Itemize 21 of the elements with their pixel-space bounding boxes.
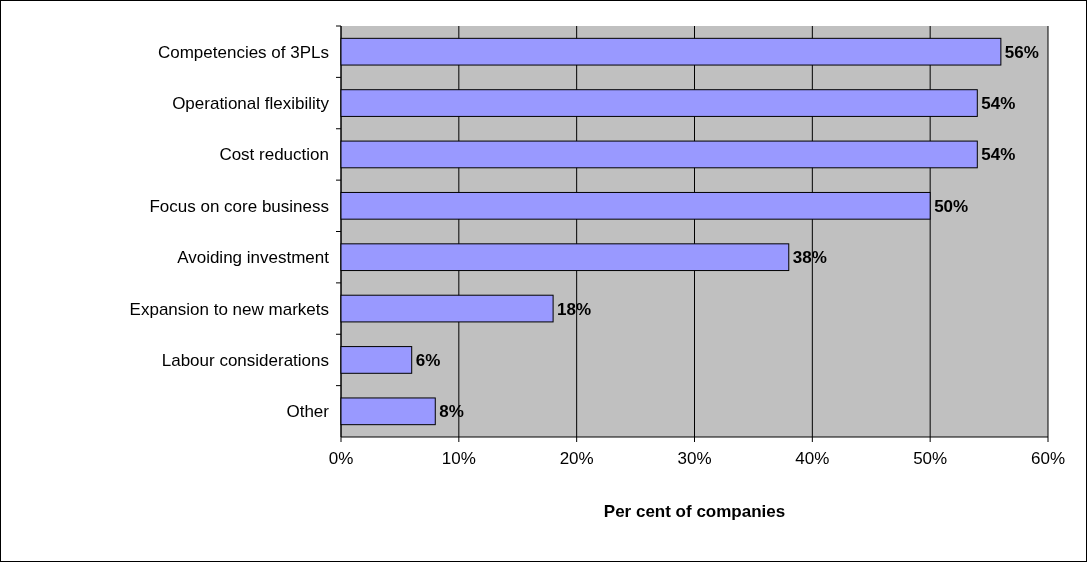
y-tick-label: Other [286,402,330,422]
x-axis-title: Per cent of companies [603,502,786,521]
x-tick-label: 10% [441,449,476,468]
y-tick-label: Labour considerations [161,350,329,370]
y-tick-label: Operational flexibility [172,94,330,114]
x-tick-label: 40% [795,449,830,468]
y-tick-label: Avoiding investment [177,248,330,268]
x-tick-label: 50% [913,449,948,468]
x-tick-label: 30% [677,449,712,468]
y-tick-label: Cost reduction [219,145,329,165]
data-label: 50% [934,196,969,216]
data-label: 56% [1004,42,1039,62]
data-label: 6% [415,350,441,370]
data-label: 54% [981,145,1016,165]
x-tick-label: 20% [559,449,594,468]
y-tick-label: Competencies of 3PLs [157,42,329,62]
y-tick-label: Expansion to new markets [129,299,329,319]
x-tick-label: 0% [328,449,354,468]
x-tick-label: 60% [1030,449,1066,468]
data-label: 54% [981,94,1016,114]
y-tick-label: Focus on core business [149,196,329,216]
